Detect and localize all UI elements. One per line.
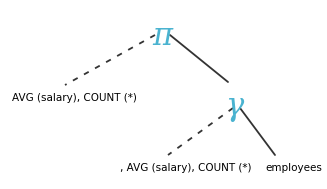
Text: $\pi$: $\pi$	[152, 22, 174, 51]
Text: $\gamma$: $\gamma$	[225, 95, 245, 124]
Text: AVG (salary), COUNT (*): AVG (salary), COUNT (*)	[12, 93, 137, 103]
Text: , AVG (salary), COUNT (*): , AVG (salary), COUNT (*)	[120, 163, 251, 173]
Text: employees: employees	[265, 163, 322, 173]
